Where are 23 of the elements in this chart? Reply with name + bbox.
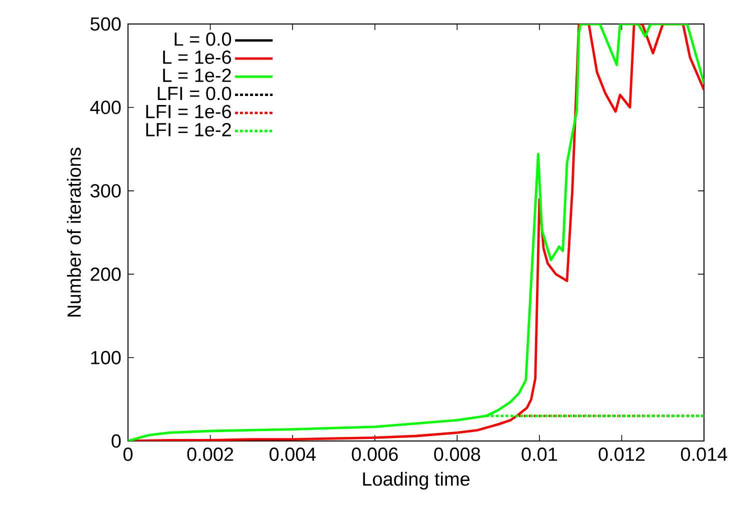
legend-label: L = 0.0 — [174, 32, 232, 46]
x-tick-label: 0.004 — [270, 448, 316, 461]
legend-label: L = 1e-6 — [163, 50, 231, 64]
legend-label: LFI = 1e-6 — [146, 104, 231, 118]
x-tick-label: 0 — [123, 448, 133, 461]
x-tick-label: 0.002 — [187, 448, 234, 461]
y-axis-title: Number of iterations — [66, 148, 81, 316]
x-tick-label: 0.014 — [680, 448, 728, 461]
y-tick-label: 0 — [112, 434, 121, 448]
x-tick-label: 0.006 — [352, 448, 398, 461]
y-tick-label: 200 — [90, 267, 121, 281]
x-tick-label: 0.01 — [522, 448, 557, 461]
line-series — [128, 24, 704, 441]
legend-label: LFI = 1e-2 — [146, 122, 231, 136]
y-tick-label: 500 — [90, 17, 121, 31]
legend-label: LFI = 0.0 — [158, 86, 232, 100]
y-tick-label: 300 — [90, 184, 121, 198]
x-tick-label: 0.012 — [598, 448, 645, 461]
y-tick-label: 100 — [91, 350, 121, 364]
legend-label: L = 1e-2 — [163, 68, 231, 82]
y-tick-label: 400 — [90, 100, 121, 114]
x-tick-label: 0.008 — [434, 448, 480, 461]
x-axis-title: Loading time — [363, 472, 470, 490]
